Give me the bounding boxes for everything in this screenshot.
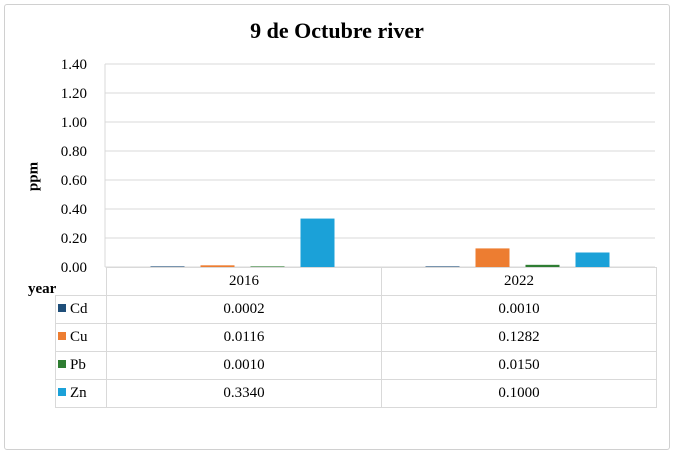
bar-cd-2022 (425, 266, 460, 267)
table-cell: 0.3340 (106, 379, 382, 408)
table-row: Cd 0.0002 0.0010 (55, 295, 657, 324)
y-tick-label: 0.60 (61, 173, 87, 189)
y-tick-label: 0.80 (61, 144, 87, 160)
y-tick-label: 1.40 (61, 57, 87, 73)
table-row: Pb 0.0010 0.0150 (55, 351, 657, 380)
bar-pb-2016 (250, 266, 285, 267)
y-tick-label: 1.20 (61, 86, 87, 102)
table-cell: 0.1282 (381, 323, 657, 352)
table-cell: 0.0010 (106, 351, 382, 380)
plot-area: 0.000.200.400.600.801.001.201.40 (61, 57, 655, 276)
table-cell: 0.0010 (381, 295, 657, 324)
bar-pb-2022 (525, 264, 560, 267)
legend-swatch-icon (58, 388, 66, 396)
legend-entry-zn: Zn (55, 379, 107, 408)
bar-cu-2022 (475, 248, 510, 267)
y-tick-label: 1.00 (61, 115, 87, 131)
legend-label: Cd (70, 301, 88, 317)
legend-entry-cu: Cu (55, 323, 107, 352)
legend-swatch-icon (58, 360, 66, 368)
table-cell: 0.0150 (381, 351, 657, 380)
legend-swatch-icon (58, 332, 66, 340)
data-table: 2016 2022 Cd 0.0002 0.0010 Cu 0.0116 0.1… (55, 267, 657, 408)
y-tick-label: 0.40 (61, 202, 87, 218)
bar-cu-2016 (200, 265, 235, 267)
y-tick-label: 0.20 (61, 231, 87, 247)
x-axis-label: year (28, 281, 57, 297)
table-row: Cu 0.0116 0.1282 (55, 323, 657, 352)
legend-label: Pb (70, 357, 86, 373)
table-cell: 0.0002 (106, 295, 382, 324)
table-cell: 0.1000 (381, 379, 657, 408)
table-cell: 0.0116 (106, 323, 382, 352)
chart-title: 9 de Octubre river (250, 18, 424, 43)
table-header-cell: 2016 (106, 267, 382, 296)
bar-zn-2022 (575, 252, 610, 267)
legend-label: Cu (70, 329, 88, 345)
table-row: Zn 0.3340 0.1000 (55, 379, 657, 408)
bar-cd-2016 (150, 266, 185, 267)
legend-swatch-icon (58, 304, 66, 312)
table-header-cell: 2022 (381, 267, 657, 296)
table-corner (55, 267, 107, 296)
legend-entry-pb: Pb (55, 351, 107, 380)
legend-entry-cd: Cd (55, 295, 107, 324)
legend-label: Zn (70, 385, 87, 401)
bar-zn-2016 (300, 218, 335, 267)
table-header-row: 2016 2022 (55, 267, 657, 296)
